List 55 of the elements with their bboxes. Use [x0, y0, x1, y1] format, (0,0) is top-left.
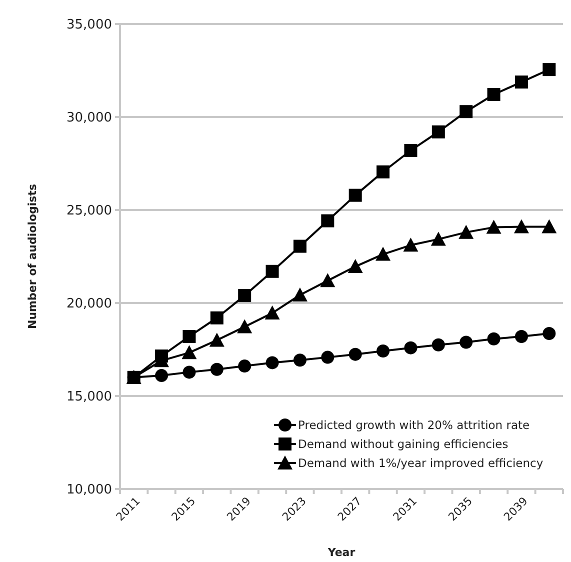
point — [182, 330, 196, 343]
point — [182, 345, 197, 360]
point — [460, 105, 473, 118]
legend-label: Demand without gaining efficiencies — [298, 437, 508, 452]
point — [292, 288, 308, 302]
point — [487, 88, 500, 101]
y-tick-label: 35,000 — [66, 18, 112, 33]
point — [238, 360, 252, 373]
point — [542, 219, 557, 234]
point — [348, 348, 362, 361]
point — [266, 356, 279, 370]
point — [210, 311, 224, 324]
point — [348, 188, 362, 202]
point — [432, 125, 445, 138]
point — [209, 332, 224, 347]
point — [460, 336, 473, 349]
point — [321, 350, 334, 364]
point — [348, 259, 363, 274]
point — [376, 246, 391, 261]
point — [182, 366, 196, 379]
point — [430, 232, 446, 246]
point — [404, 341, 418, 354]
point — [155, 350, 168, 363]
point — [514, 76, 528, 89]
point — [376, 165, 390, 178]
y-tick-label: 10,000 — [66, 482, 112, 498]
point — [404, 144, 418, 157]
point — [293, 240, 306, 253]
point — [403, 238, 418, 252]
point — [542, 327, 556, 340]
point — [266, 264, 279, 278]
point — [486, 220, 502, 234]
legend-label: Demand with 1%/year improved efficiency — [298, 456, 544, 470]
point — [238, 289, 252, 302]
point — [514, 219, 529, 234]
point — [210, 362, 224, 376]
y-axis-title: Number of audiologists — [26, 184, 39, 330]
point — [487, 332, 500, 346]
y-tick-label: 25,000 — [66, 204, 112, 219]
point — [321, 214, 334, 228]
point — [458, 224, 474, 239]
point — [432, 338, 445, 352]
y-tick-label: 30,000 — [66, 110, 112, 126]
x-axis-title: Year — [326, 546, 356, 559]
point — [542, 63, 556, 76]
point — [237, 319, 252, 334]
point — [293, 354, 306, 367]
point — [376, 344, 390, 358]
point — [320, 273, 336, 288]
legend-label: Predicted growth with 20% attrition rate — [298, 418, 530, 432]
point — [264, 306, 280, 320]
point — [155, 369, 168, 382]
y-tick-label: 20,000 — [66, 296, 112, 312]
point — [514, 330, 528, 343]
y-tick-label: 15,000 — [66, 390, 112, 405]
